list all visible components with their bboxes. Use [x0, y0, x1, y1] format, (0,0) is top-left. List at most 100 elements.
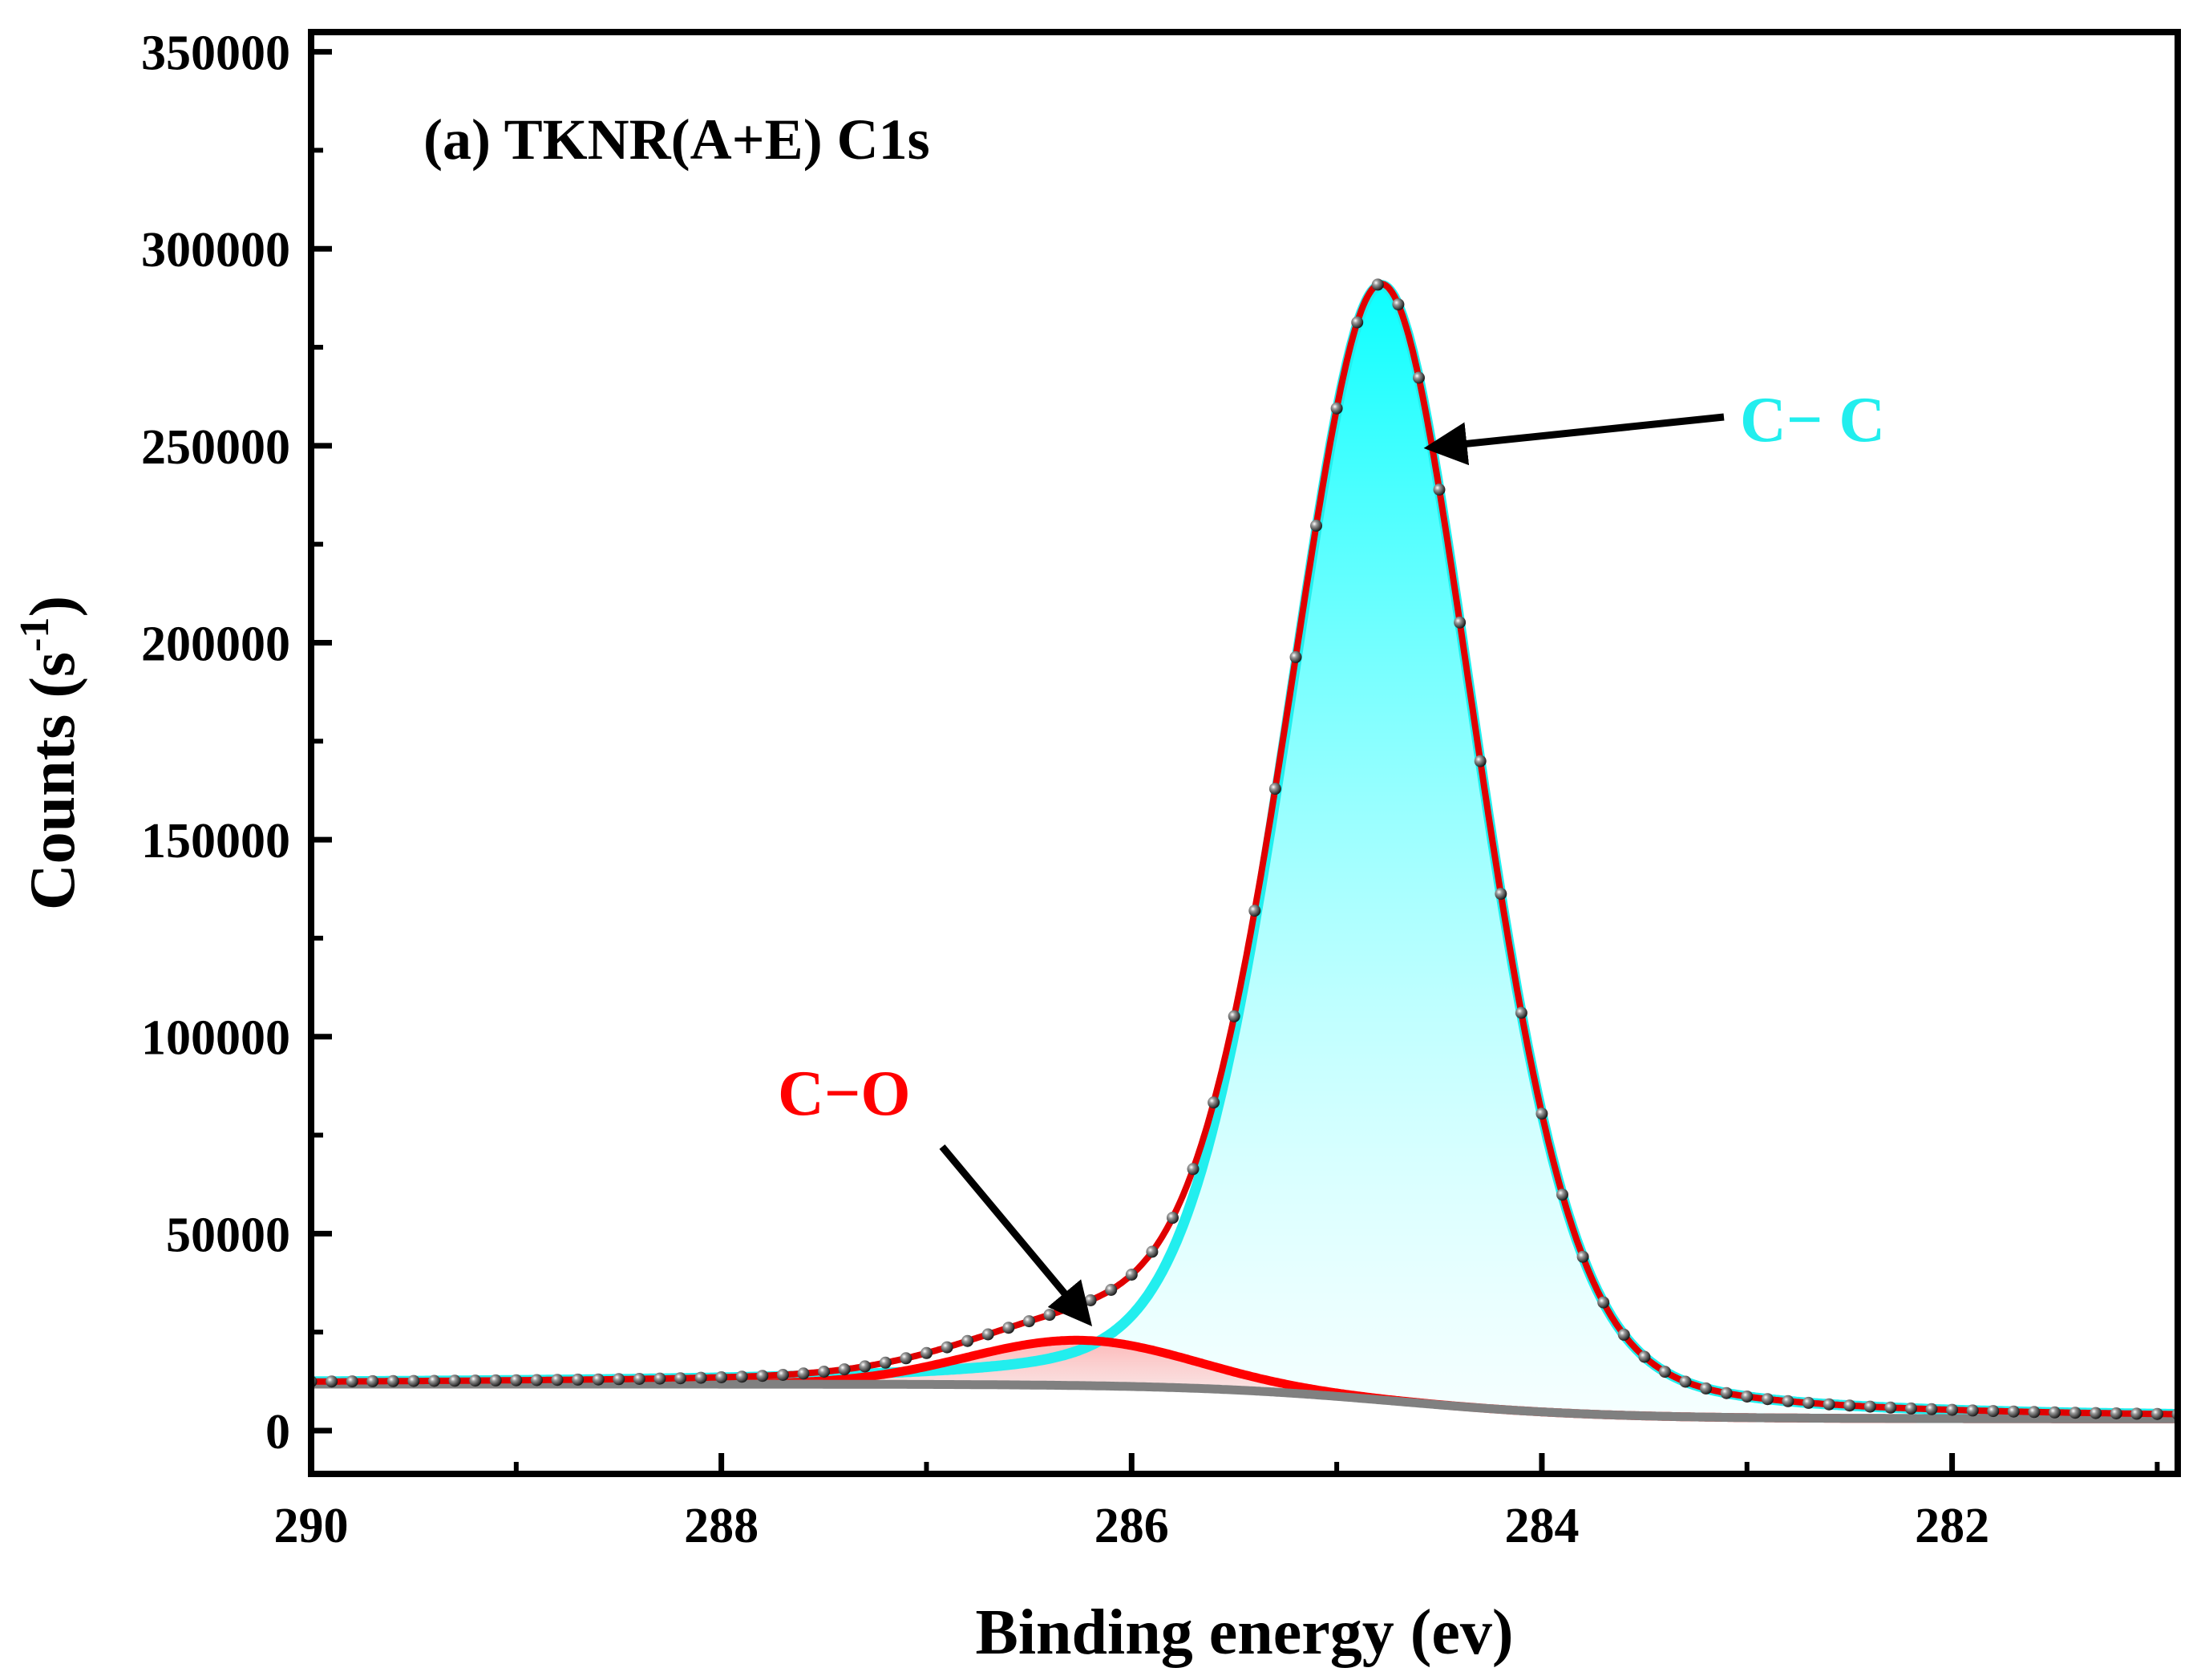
- data-point: [469, 1374, 482, 1387]
- data-point: [2090, 1407, 2102, 1419]
- data-point: [1741, 1391, 1754, 1403]
- cc-peak-fill: [311, 285, 2178, 1419]
- data-point: [1208, 1096, 1220, 1109]
- data-point: [1679, 1375, 1692, 1388]
- data-point: [1638, 1350, 1651, 1363]
- data-point: [1535, 1107, 1548, 1120]
- data-point: [1720, 1387, 1733, 1399]
- y-axis-label-main: Counts (s: [18, 652, 88, 910]
- data-point: [818, 1366, 831, 1378]
- data-point: [1351, 316, 1364, 329]
- data-point: [1310, 520, 1322, 532]
- data-point: [1617, 1328, 1630, 1341]
- plot-area: [311, 278, 2178, 1423]
- data-point: [1904, 1402, 1917, 1415]
- y-axis-label: Counts (s-1): [12, 596, 88, 910]
- data-point: [1289, 650, 1302, 663]
- data-point: [1802, 1396, 1815, 1409]
- y-tick-label: 150000: [141, 814, 290, 868]
- data-point: [1146, 1245, 1159, 1258]
- data-point: [386, 1374, 399, 1387]
- data-point: [510, 1374, 523, 1387]
- data-point: [838, 1363, 851, 1376]
- data-point: [592, 1373, 605, 1386]
- data-point: [2007, 1405, 2020, 1418]
- data-point: [900, 1352, 912, 1365]
- data-point: [1228, 1010, 1240, 1022]
- data-point: [1454, 616, 1467, 629]
- data-point: [797, 1367, 810, 1380]
- chart-title: (a) TKNR(A+E) C1s: [423, 107, 930, 172]
- data-point: [1392, 298, 1405, 311]
- data-point: [653, 1372, 666, 1385]
- data-point: [2150, 1407, 2163, 1420]
- data-point: [1863, 1400, 1876, 1413]
- data-point: [674, 1372, 686, 1385]
- plot-frame: [308, 29, 2181, 1477]
- y-tick-label: 50000: [166, 1208, 290, 1262]
- cc-arrow: [1423, 413, 1725, 466]
- data-point: [961, 1334, 974, 1347]
- y-tick-label: 350000: [141, 26, 290, 81]
- y-axis-label-sup: -1: [12, 617, 58, 652]
- data-point: [1700, 1382, 1713, 1395]
- data-point: [1597, 1296, 1610, 1309]
- data-point: [1248, 905, 1261, 917]
- data-point: [1515, 1006, 1527, 1019]
- data-point: [1966, 1404, 1979, 1417]
- data-point: [694, 1371, 707, 1384]
- data-point: [1925, 1403, 1938, 1415]
- data-point: [551, 1374, 564, 1387]
- data-point: [1761, 1393, 1774, 1406]
- co-peak-fill: [311, 1340, 2178, 1419]
- data-point: [941, 1341, 953, 1354]
- y-tick-label: 100000: [141, 1011, 290, 1066]
- x-tick-label: 282: [1915, 1499, 1989, 1553]
- cc-annotation-label: C− C: [1740, 385, 1885, 455]
- x-tick-label: 290: [274, 1499, 349, 1553]
- data-point: [1167, 1212, 1179, 1225]
- annotation-layer: C− C C−O: [778, 385, 1885, 1327]
- data-point: [1022, 1315, 1035, 1328]
- y-tick-label: 200000: [141, 617, 290, 671]
- data-point: [366, 1374, 379, 1387]
- data-point: [1946, 1403, 1959, 1416]
- data-point: [1495, 888, 1507, 901]
- data-point: [448, 1374, 461, 1387]
- data-point: [879, 1356, 892, 1369]
- x-tick-label: 284: [1504, 1499, 1579, 1553]
- data-point: [1474, 755, 1487, 767]
- co-annotation-label: C−O: [778, 1059, 911, 1129]
- data-point: [530, 1374, 543, 1387]
- y-axis-label-close: ): [18, 596, 88, 617]
- data-point: [859, 1360, 872, 1373]
- data-point: [633, 1373, 645, 1385]
- data-point: [715, 1371, 728, 1383]
- x-axis-label: Binding energy (ev): [975, 1597, 1513, 1668]
- y-tick-label: 0: [265, 1405, 290, 1459]
- axes: 290 288 286 284 282 0 50000 100000 150000 200000 2…: [141, 26, 2160, 1553]
- data-point: [1105, 1284, 1118, 1296]
- data-point: [1330, 402, 1343, 415]
- data-point: [2110, 1407, 2122, 1419]
- background-line: [311, 1379, 2178, 1423]
- data-point: [2028, 1406, 2041, 1419]
- data-point: [981, 1328, 994, 1341]
- data-point: [346, 1375, 358, 1388]
- data-point: [1884, 1401, 1897, 1414]
- data-point: [1433, 484, 1446, 496]
- data-point: [1782, 1395, 1794, 1407]
- data-point: [1371, 278, 1384, 291]
- data-point: [428, 1374, 440, 1387]
- data-point: [776, 1369, 789, 1381]
- data-point: [2049, 1406, 2061, 1419]
- data-point: [1043, 1309, 1056, 1322]
- co-arrow: [939, 1144, 1093, 1327]
- data-point: [572, 1373, 585, 1386]
- data-point: [407, 1374, 420, 1387]
- y-tick-label: 250000: [141, 420, 290, 475]
- x-tick-label: 286: [1094, 1499, 1169, 1553]
- data-point: [2069, 1407, 2082, 1419]
